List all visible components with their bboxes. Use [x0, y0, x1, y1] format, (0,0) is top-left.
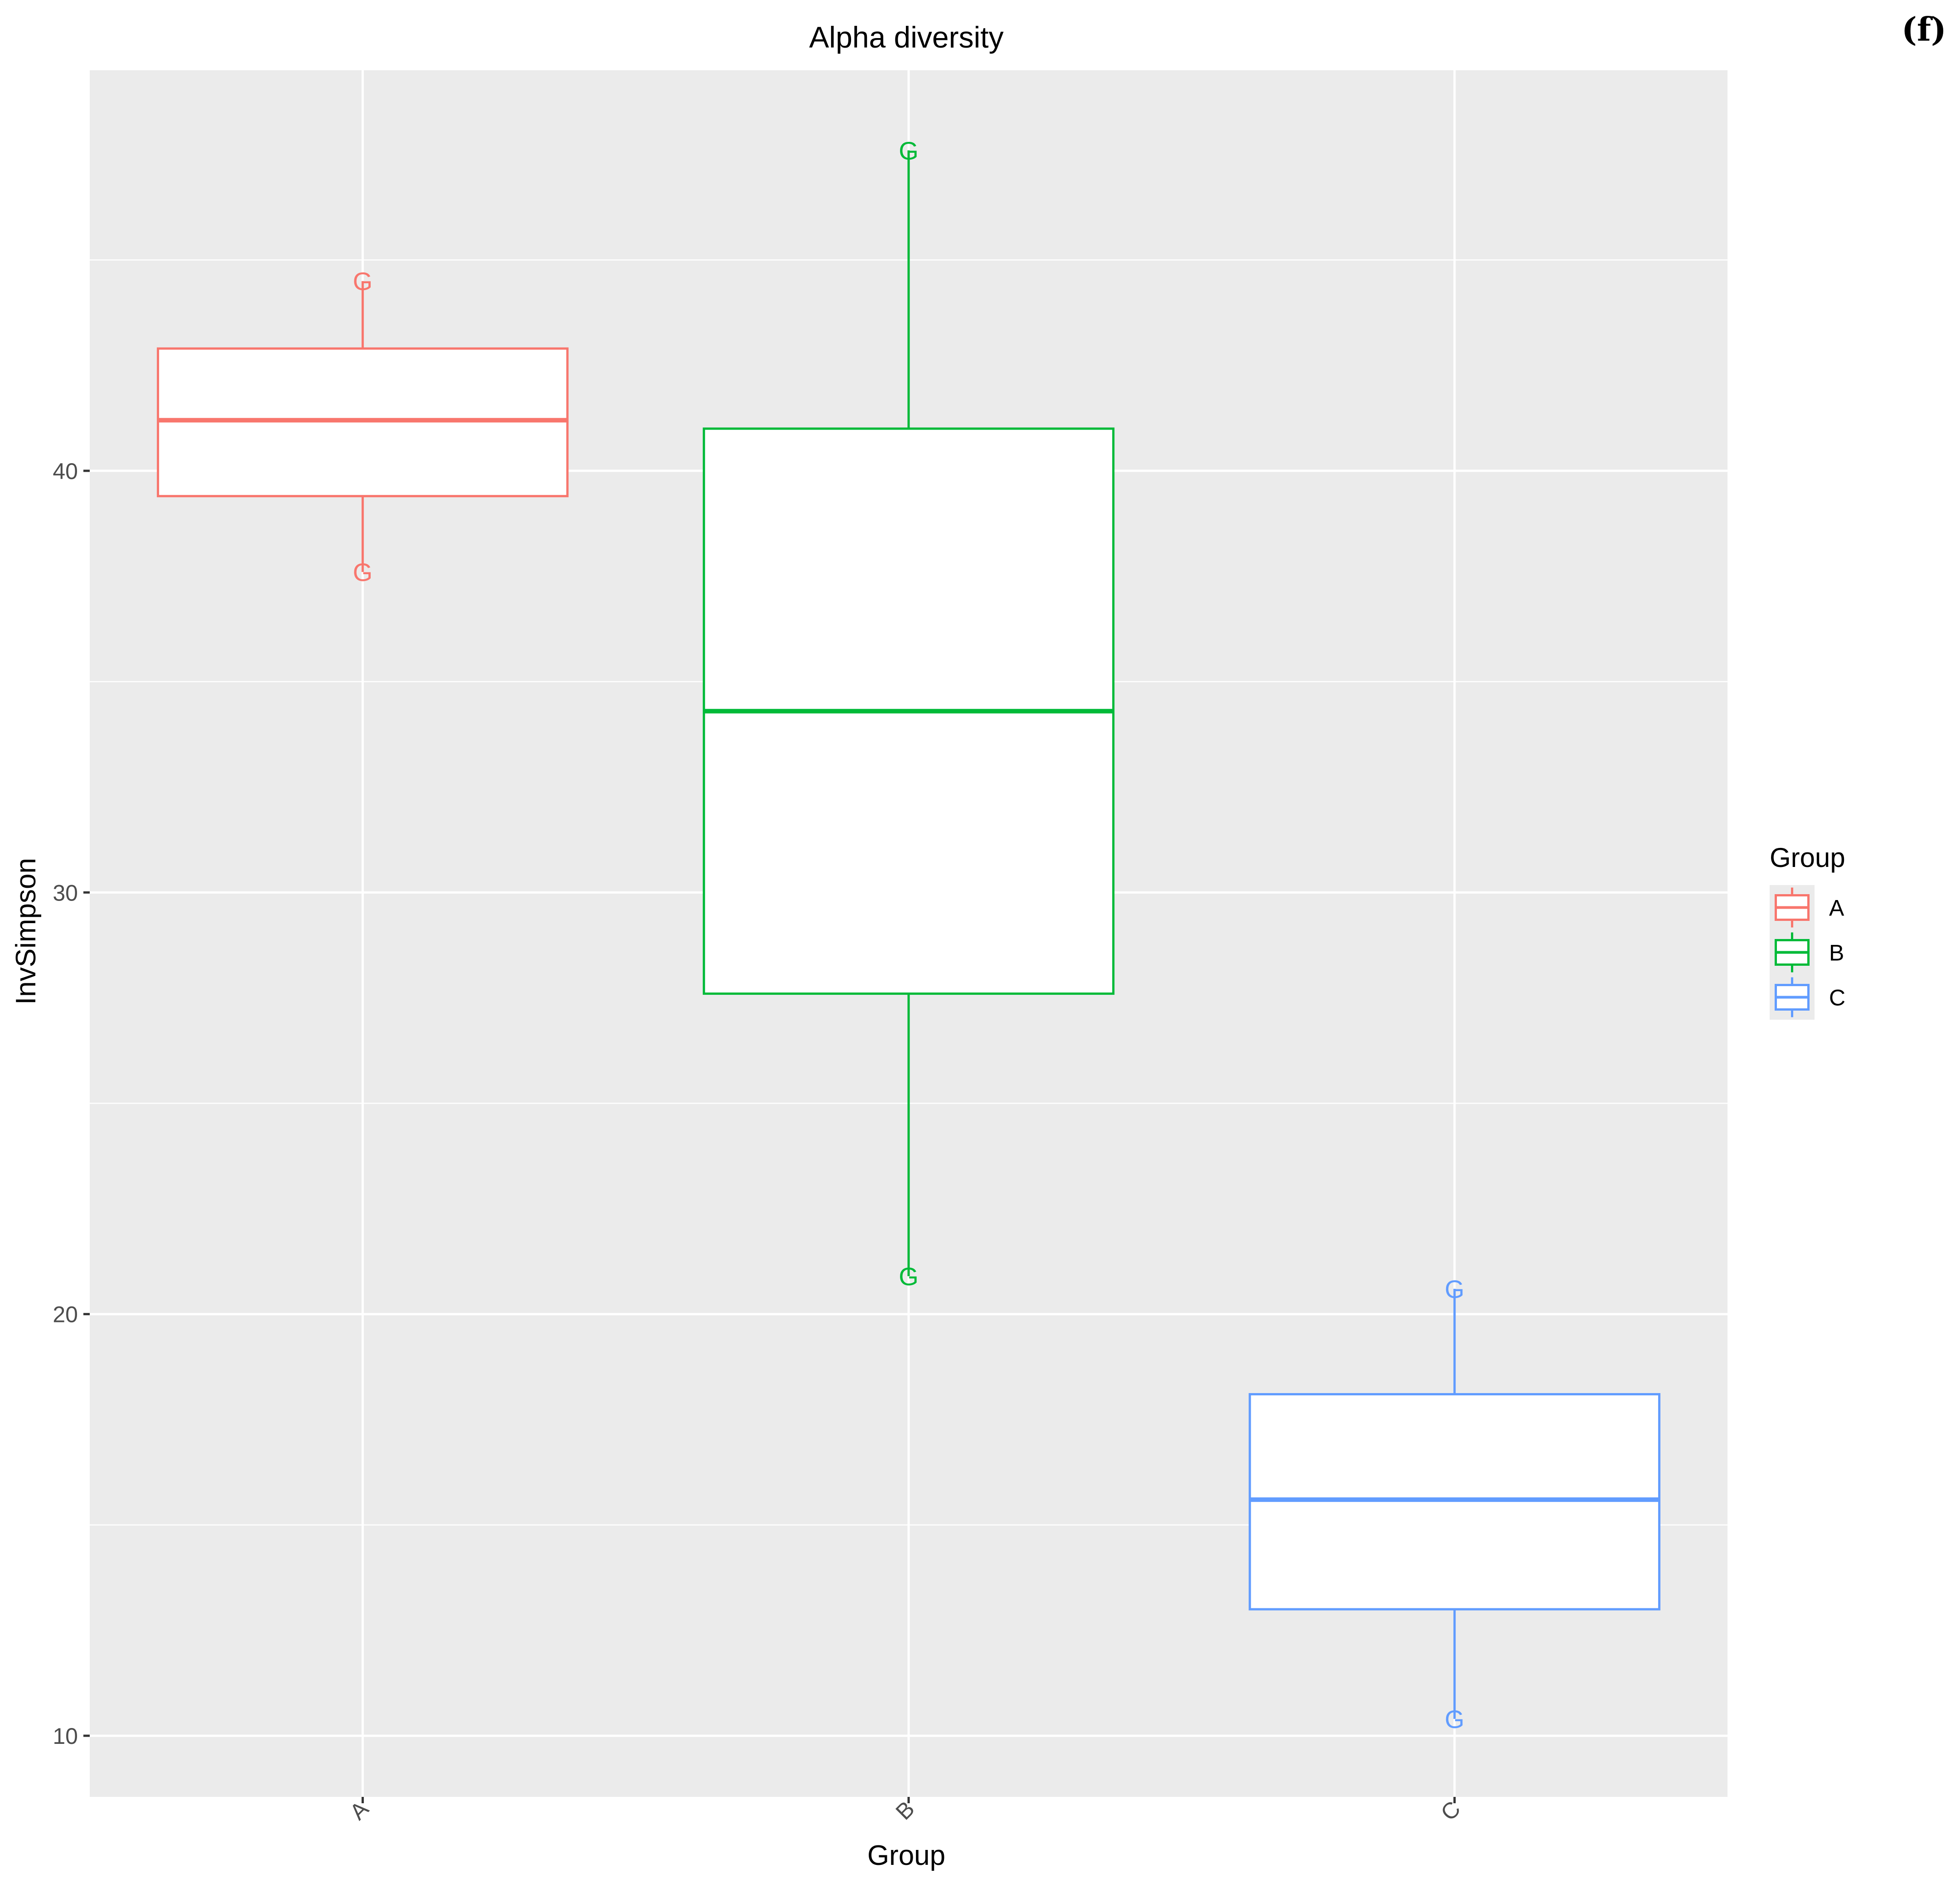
legend-label: B: [1829, 940, 1844, 966]
boxplot-a: GG: [157, 267, 569, 586]
legend-title: Group: [1770, 842, 1845, 873]
data-point: G: [353, 558, 373, 586]
legend-item-b: B: [1775, 932, 1844, 973]
data-point: G: [899, 136, 919, 165]
x-axis-title: Group: [867, 1840, 945, 1871]
data-point: G: [1445, 1705, 1465, 1733]
y-axis-title: InvSimpson: [10, 858, 42, 1005]
panel-label: (f): [1902, 10, 1946, 48]
x-tick-label: B: [891, 1796, 920, 1825]
boxplot-b: GG: [702, 136, 1115, 1291]
y-tick-label: 10: [53, 1723, 78, 1749]
legend-item-a: A: [1775, 887, 1844, 928]
legend: Group ABC: [1770, 842, 1845, 1020]
y-tick-label: 40: [53, 459, 78, 484]
legend-item-c: C: [1775, 977, 1845, 1017]
y-tick-label: 20: [53, 1302, 78, 1327]
chart-title: Alpha diversity: [809, 20, 1003, 54]
boxplot-c: GG: [1249, 1275, 1660, 1733]
x-tick-label: A: [345, 1796, 374, 1825]
legend-label: A: [1829, 896, 1844, 921]
data-point: G: [899, 1262, 919, 1291]
y-tick-label: 30: [53, 880, 78, 905]
legend-label: C: [1829, 985, 1845, 1011]
data-point: G: [353, 267, 373, 295]
data-point: G: [1445, 1275, 1465, 1303]
x-tick-label: C: [1436, 1796, 1465, 1825]
